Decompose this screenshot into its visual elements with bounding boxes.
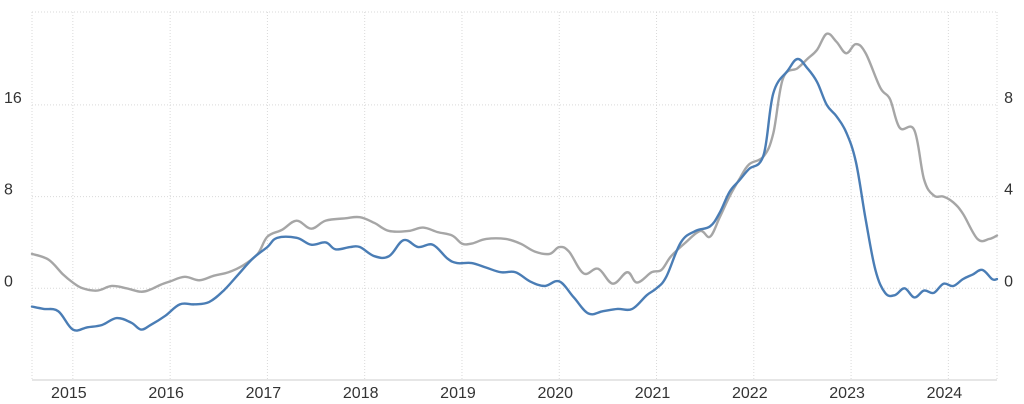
x-tick-label: 2022 (732, 385, 768, 402)
series-lines (30, 32, 999, 332)
x-tick-label: 2024 (927, 385, 963, 402)
gridlines (32, 11, 997, 380)
series-line-left-axis (30, 32, 999, 293)
y-left-tick-label: 0 (4, 273, 13, 290)
x-tick-label: 2020 (537, 385, 573, 402)
x-tick-label: 2021 (635, 385, 671, 402)
x-tick-label: 2016 (148, 385, 184, 402)
x-tick-label: 2019 (440, 385, 476, 402)
y-right-tick-label: 0 (1004, 273, 1013, 290)
y-left-tick-label: 8 (4, 182, 13, 199)
x-tick-label: 2018 (343, 385, 379, 402)
series-line-right-axis (30, 57, 999, 332)
x-tick-label: 2017 (246, 385, 282, 402)
y-right-tick-label: 4 (1004, 182, 1013, 199)
x-tick-label: 2023 (829, 385, 865, 402)
y-right-tick-label: 8 (1004, 90, 1013, 107)
axes (31, 12, 998, 381)
y-left-tick-label: 16 (4, 90, 22, 107)
x-tick-label: 2015 (51, 385, 87, 402)
tick-labels: 0 8 16 0 4 8 2015 2016 2017 2018 2019 2020 2021 2022 2… (4, 90, 1013, 402)
